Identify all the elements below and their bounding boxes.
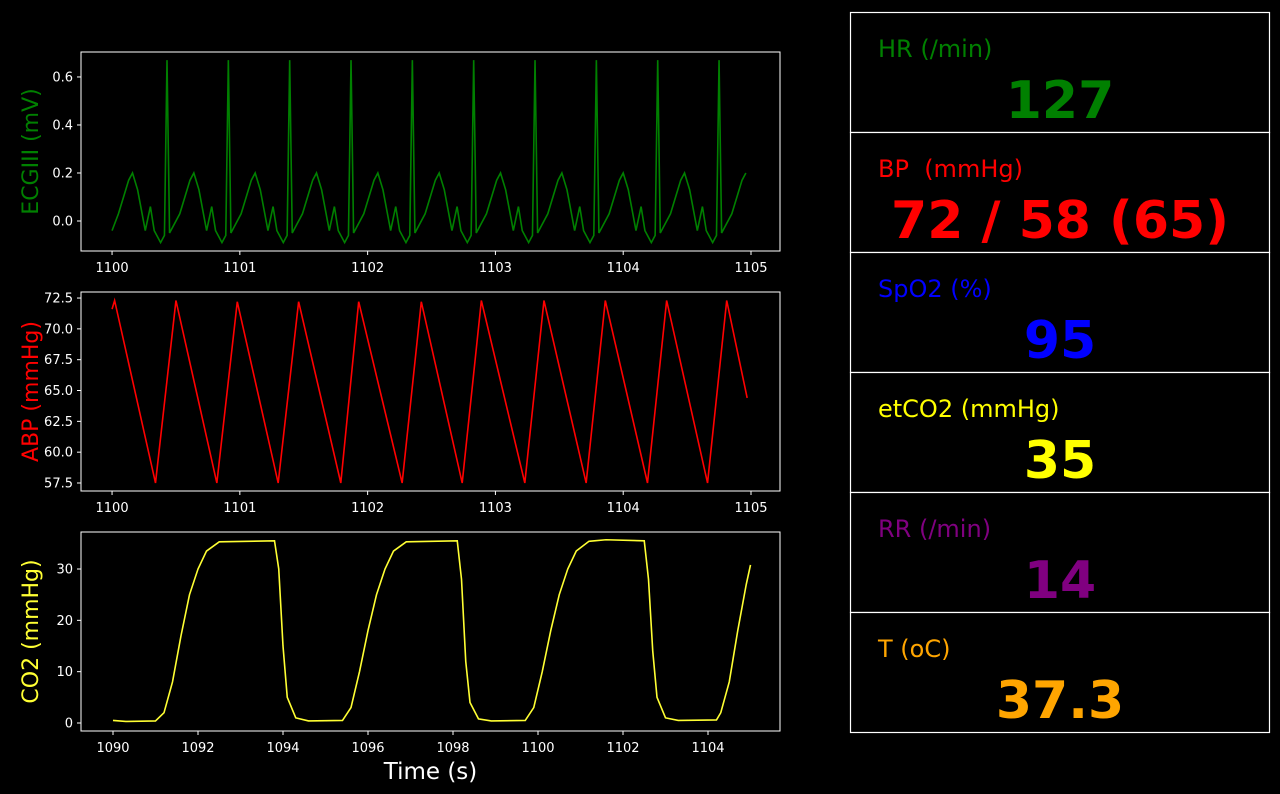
x-tick-label: 1101 xyxy=(223,261,256,276)
x-tick-label: 1104 xyxy=(607,261,640,276)
vital-value: 14 xyxy=(1024,551,1096,611)
vital-value: 127 xyxy=(1006,71,1115,131)
x-tick-label: 1105 xyxy=(734,501,767,516)
y-tick-label: 10 xyxy=(56,665,73,680)
y-tick-label: 72.5 xyxy=(44,292,73,307)
vital-value: 95 xyxy=(1024,311,1096,371)
vital-label: SpO2 (%) xyxy=(878,275,992,303)
vital-box xyxy=(849,371,1271,494)
x-tick-label: 1100 xyxy=(96,261,129,276)
vital-box xyxy=(849,491,1271,614)
x-tick-label: 1102 xyxy=(351,261,384,276)
x-axis-label: Time (s) xyxy=(383,759,478,785)
vital-label: etCO2 (mmHg) xyxy=(878,395,1060,423)
vital-box xyxy=(849,131,1271,254)
vital-value: 37.3 xyxy=(996,671,1124,731)
y-tick-label: 62.5 xyxy=(44,415,73,430)
vital-label: HR (/min) xyxy=(878,35,992,63)
plot-frame xyxy=(80,51,781,252)
vital-value: 72 / 58 (65) xyxy=(891,191,1229,251)
y-tick-label: 0.4 xyxy=(52,118,73,133)
y-tick-label: 0.0 xyxy=(52,214,73,229)
y-tick-label: 0.2 xyxy=(52,166,73,181)
y-tick-label: 67.5 xyxy=(44,353,73,368)
y-axis-label: ABP (mmHg) xyxy=(19,321,44,462)
plot-frame xyxy=(80,291,781,492)
x-tick-label: 1098 xyxy=(436,741,469,756)
y-tick-label: 20 xyxy=(56,614,73,629)
vital-box xyxy=(849,251,1271,374)
signal-line xyxy=(112,538,752,723)
vital-label: BP (mmHg) xyxy=(878,155,1023,183)
y-tick-label: 0 xyxy=(65,716,73,731)
x-tick-label: 1104 xyxy=(691,741,724,756)
x-tick-label: 1103 xyxy=(479,261,512,276)
x-tick-label: 1100 xyxy=(521,741,554,756)
x-tick-label: 1102 xyxy=(351,501,384,516)
vital-box xyxy=(849,11,1271,134)
plot-frame xyxy=(80,531,781,732)
y-tick-label: 70.0 xyxy=(44,322,73,337)
y-tick-label: 57.5 xyxy=(44,476,73,491)
y-axis-label: ECGIII (mV) xyxy=(19,88,44,214)
x-tick-label: 1105 xyxy=(734,261,767,276)
y-tick-label: 0.6 xyxy=(52,70,73,85)
signal-line xyxy=(111,60,747,245)
x-tick-label: 1096 xyxy=(351,741,384,756)
x-tick-label: 1094 xyxy=(266,741,299,756)
vital-label: T (oC) xyxy=(877,635,950,663)
y-tick-label: 60.0 xyxy=(44,446,73,461)
vital-label: RR (/min) xyxy=(878,515,991,543)
y-tick-label: 30 xyxy=(56,563,73,578)
x-tick-label: 1103 xyxy=(479,501,512,516)
vital-value: 35 xyxy=(1024,431,1096,491)
x-tick-label: 1092 xyxy=(181,741,214,756)
x-tick-label: 1104 xyxy=(607,501,640,516)
vital-box xyxy=(849,611,1271,734)
x-tick-label: 1090 xyxy=(96,741,129,756)
y-axis-label: CO2 (mmHg) xyxy=(19,559,44,703)
x-tick-label: 1100 xyxy=(96,501,129,516)
x-tick-label: 1102 xyxy=(606,741,639,756)
signal-line xyxy=(111,297,748,484)
x-tick-label: 1101 xyxy=(223,501,256,516)
y-tick-label: 65.0 xyxy=(44,384,73,399)
